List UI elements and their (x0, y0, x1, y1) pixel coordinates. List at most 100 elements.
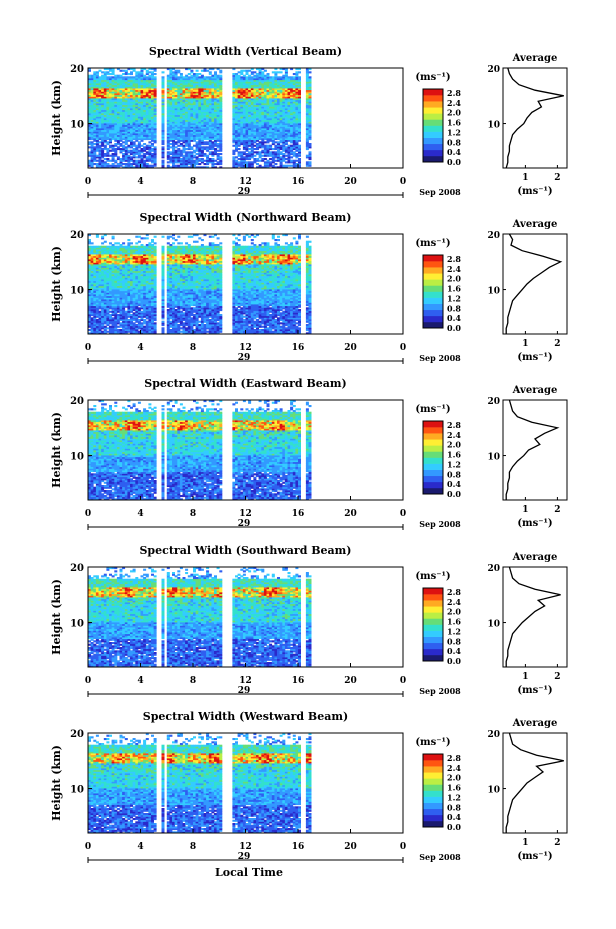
heatmap-cell (104, 161, 107, 163)
heatmap-cell (274, 151, 277, 153)
heatmap-cell (298, 327, 301, 329)
heatmap-cell (117, 75, 120, 77)
heatmap-cell (154, 73, 157, 75)
x-tick-label: 8 (190, 177, 196, 187)
heatmap-cell (246, 70, 249, 72)
heatmap-cell (193, 160, 196, 162)
heatmap-cell (206, 70, 209, 72)
heatmap-cell (253, 145, 256, 147)
heatmap-cell (148, 75, 151, 77)
heatmap-cell (154, 322, 157, 324)
heatmap-cell (169, 329, 172, 331)
heatmap-cell (204, 76, 207, 78)
heatmap-cell (190, 151, 193, 153)
heatmap-cell (177, 148, 180, 150)
heatmap-cell (251, 71, 254, 73)
colorbar-tick-label: 0.8 (447, 137, 461, 147)
heatmap-cell (240, 76, 243, 78)
heatmap-cell (269, 161, 272, 163)
heatmap-cell (106, 331, 109, 333)
average-title: Average (512, 53, 558, 64)
heatmap-cell (143, 319, 146, 321)
heatmap-cell (214, 71, 217, 73)
heatmap-cell (248, 151, 251, 153)
heatmap-cell (117, 156, 120, 158)
heatmap-cell (217, 153, 220, 155)
heatmap-cell (133, 322, 136, 324)
heatmap-cell (232, 145, 235, 147)
heatmap-cell (101, 160, 104, 162)
heatmap-cell (185, 327, 188, 329)
colorbar-swatch (423, 119, 443, 125)
heatmap-cell (240, 151, 243, 153)
heatmap-cell (114, 75, 117, 77)
heatmap-cell (177, 76, 180, 78)
heatmap-cell (127, 145, 130, 147)
figure: Local Time Spectral Width (Vertical Beam… (0, 0, 616, 929)
heatmap-cell (248, 70, 251, 72)
heatmap-cell (106, 76, 109, 78)
heatmap (88, 234, 312, 334)
heatmap-cell (298, 76, 301, 78)
heatmap-cell (177, 324, 180, 326)
heatmap-cell (293, 151, 296, 153)
heatmap-cell (127, 76, 130, 78)
heatmap-cell (151, 143, 154, 145)
heatmap-cell (130, 156, 133, 158)
heatmap-cell (141, 322, 144, 324)
heatmap-cell (253, 148, 256, 150)
heatmap-cell (238, 151, 241, 153)
heatmap-cell (169, 143, 172, 145)
heatmap-cell (201, 75, 204, 77)
month-label: Sep 2008 (419, 187, 461, 197)
heatmap-cell (162, 327, 165, 329)
heatmap-cell (138, 141, 141, 143)
heatmap-cell (151, 71, 154, 73)
x-tick-label: 0 (85, 177, 91, 187)
y-tick-label: 10 (70, 120, 84, 131)
heatmap-cell (253, 158, 256, 160)
heatmap-cell (288, 165, 291, 167)
heatmap-cell (93, 146, 96, 148)
heatmap-cell (109, 326, 112, 328)
heatmap-cell (183, 76, 186, 78)
heatmap-cell (130, 71, 133, 73)
heatmap-cell (190, 75, 193, 77)
heatmap-cell (272, 71, 275, 73)
heatmap-cell (190, 317, 193, 319)
heatmap-cell (96, 319, 99, 321)
heatmap-cell (219, 70, 222, 72)
heatmap-cell (162, 76, 165, 78)
heatmap-cell (280, 151, 283, 153)
heatmap-cell (306, 324, 309, 326)
heatmap-cell (93, 143, 96, 145)
heatmap-cell (114, 143, 117, 145)
heatmap-cell (143, 143, 146, 145)
heatmap-cell (120, 148, 123, 150)
heatmap-cell (209, 158, 212, 160)
x-tick-label: 16 (292, 177, 305, 187)
heatmap-cell (248, 326, 251, 328)
colorbar-swatch (423, 95, 443, 101)
heatmap-cell (248, 148, 251, 150)
heatmap-cell (133, 312, 136, 314)
heatmap-cell (206, 141, 209, 143)
heatmap-cell (154, 146, 157, 148)
heatmap-cell (196, 70, 199, 72)
heatmap (88, 68, 312, 168)
y-axis-label: Height (km) (50, 80, 63, 156)
colorbar-tick-label: 0.4 (447, 147, 461, 157)
heatmap-cell (175, 70, 178, 72)
heatmap-cell (154, 76, 157, 78)
heatmap-cell (127, 150, 130, 152)
colorbar-unit: (ms⁻¹) (415, 72, 450, 83)
heatmap-cell (295, 326, 298, 328)
heatmap-cell (193, 73, 196, 75)
heatmap-cell (180, 73, 183, 75)
colorbar-swatch (423, 126, 443, 132)
heatmap-cell (280, 156, 283, 158)
heatmap-cell (261, 326, 264, 328)
average-profile-line (506, 68, 564, 168)
heatmap-cell (201, 70, 204, 72)
heatmap-cell (138, 160, 141, 162)
